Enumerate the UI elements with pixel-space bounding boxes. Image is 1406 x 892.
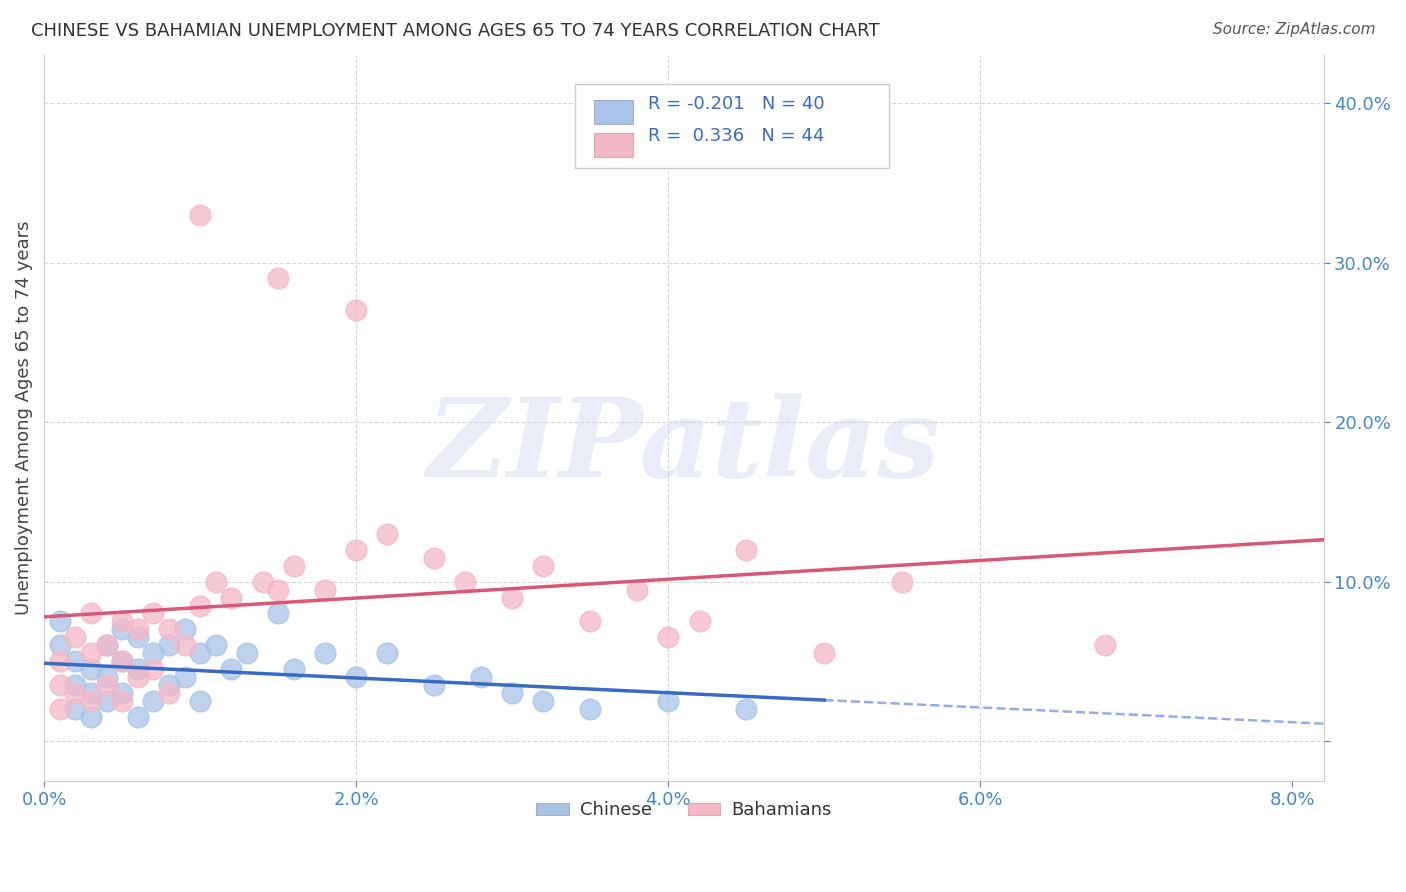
Point — [142, 694, 165, 708]
Text: ZIPatlas: ZIPatlas — [427, 393, 941, 500]
Point — [48, 678, 70, 692]
Point — [127, 631, 149, 645]
Point — [65, 678, 87, 692]
Point — [314, 582, 336, 597]
Point — [127, 662, 149, 676]
Point — [80, 662, 103, 676]
Point — [267, 582, 290, 597]
Y-axis label: Unemployment Among Ages 65 to 74 years: Unemployment Among Ages 65 to 74 years — [15, 221, 32, 615]
Point — [204, 574, 226, 589]
Point — [423, 678, 446, 692]
Point — [80, 646, 103, 660]
Point — [579, 615, 602, 629]
Point — [80, 686, 103, 700]
Point — [65, 654, 87, 668]
Point — [470, 670, 492, 684]
Point — [735, 542, 758, 557]
Point — [501, 591, 523, 605]
Point — [65, 631, 87, 645]
Point — [48, 654, 70, 668]
FancyBboxPatch shape — [595, 100, 633, 124]
Text: R =  0.336   N = 44: R = 0.336 N = 44 — [648, 128, 824, 145]
Point — [111, 686, 134, 700]
Point — [891, 574, 914, 589]
Point — [80, 607, 103, 621]
Point — [111, 694, 134, 708]
Point — [48, 702, 70, 716]
Point — [735, 702, 758, 716]
Point — [157, 686, 180, 700]
Point — [96, 639, 118, 653]
Point — [267, 271, 290, 285]
Point — [454, 574, 477, 589]
Point — [657, 631, 679, 645]
Point — [188, 646, 211, 660]
Point — [533, 558, 555, 573]
Point — [314, 646, 336, 660]
Point — [626, 582, 648, 597]
Point — [96, 670, 118, 684]
Point — [127, 710, 149, 724]
Point — [111, 654, 134, 668]
Point — [96, 678, 118, 692]
Text: CHINESE VS BAHAMIAN UNEMPLOYMENT AMONG AGES 65 TO 74 YEARS CORRELATION CHART: CHINESE VS BAHAMIAN UNEMPLOYMENT AMONG A… — [31, 22, 879, 40]
Point — [48, 615, 70, 629]
Text: Source: ZipAtlas.com: Source: ZipAtlas.com — [1212, 22, 1375, 37]
Point — [533, 694, 555, 708]
Point — [127, 670, 149, 684]
Point — [377, 526, 399, 541]
Point — [579, 702, 602, 716]
Point — [344, 303, 367, 318]
Point — [344, 670, 367, 684]
Point — [157, 639, 180, 653]
Point — [96, 639, 118, 653]
Point — [65, 702, 87, 716]
Point — [188, 599, 211, 613]
Point — [157, 623, 180, 637]
Point — [657, 694, 679, 708]
Point — [173, 639, 195, 653]
Point — [204, 639, 226, 653]
Point — [127, 623, 149, 637]
Point — [236, 646, 259, 660]
Point — [142, 646, 165, 660]
Point — [157, 678, 180, 692]
Point — [267, 607, 290, 621]
Point — [111, 654, 134, 668]
Point — [283, 558, 305, 573]
Point — [689, 615, 711, 629]
Point — [252, 574, 274, 589]
Point — [423, 550, 446, 565]
Point — [142, 607, 165, 621]
Point — [377, 646, 399, 660]
Point — [111, 623, 134, 637]
Point — [111, 615, 134, 629]
Point — [344, 542, 367, 557]
Point — [173, 623, 195, 637]
Point — [188, 694, 211, 708]
Legend: Chinese, Bahamians: Chinese, Bahamians — [529, 794, 839, 826]
Point — [48, 639, 70, 653]
Point — [188, 208, 211, 222]
FancyBboxPatch shape — [575, 84, 889, 168]
Point — [142, 662, 165, 676]
Point — [80, 710, 103, 724]
Point — [283, 662, 305, 676]
Point — [65, 686, 87, 700]
Point — [221, 591, 243, 605]
Point — [501, 686, 523, 700]
Point — [813, 646, 835, 660]
Point — [96, 694, 118, 708]
Point — [221, 662, 243, 676]
Text: R = -0.201   N = 40: R = -0.201 N = 40 — [648, 95, 825, 112]
Point — [1094, 639, 1116, 653]
FancyBboxPatch shape — [595, 133, 633, 157]
Point — [173, 670, 195, 684]
Point — [80, 694, 103, 708]
